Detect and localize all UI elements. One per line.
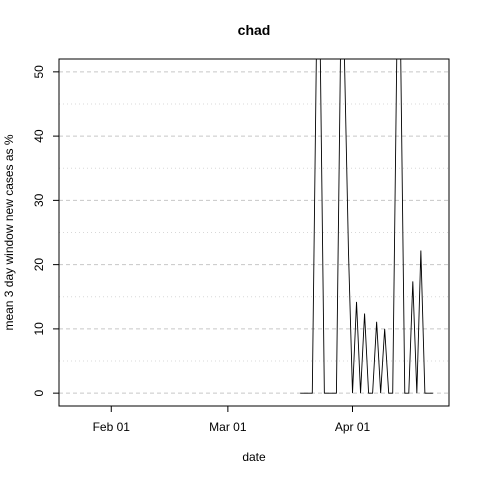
y-tick-label: 50 <box>32 65 46 79</box>
x-tick-label: Apr 01 <box>335 420 371 434</box>
grid <box>59 71 449 394</box>
chart-title: chad <box>238 22 271 38</box>
y-axis-label: mean 3 day window new cases as % <box>2 134 16 330</box>
y-tick-label: 10 <box>32 322 46 336</box>
y-tick-label: 40 <box>32 129 46 143</box>
plot-frame <box>58 58 450 407</box>
x-axis-label: date <box>242 450 266 464</box>
y-tick-label: 30 <box>32 193 46 207</box>
y-tick-label: 20 <box>32 258 46 272</box>
series-line <box>300 58 433 394</box>
y-tick-label: 0 <box>32 389 46 396</box>
y-axis: 0 10 20 30 40 50 <box>32 65 59 396</box>
x-tick-label: Feb 01 <box>93 420 131 434</box>
x-axis: Feb 01 Mar 01 Apr 01 <box>93 406 371 434</box>
x-tick-label: Mar 01 <box>209 420 247 434</box>
